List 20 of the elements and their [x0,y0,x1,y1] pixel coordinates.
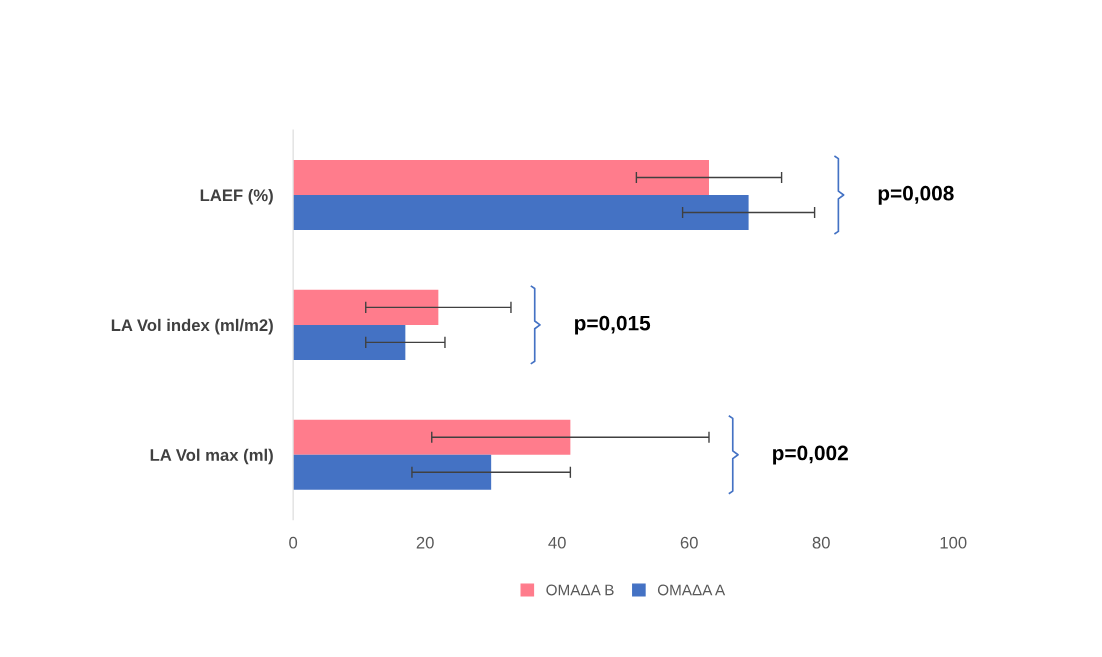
bar [293,195,749,231]
annotation: p=0,015 [575,315,651,335]
bar [293,454,492,490]
x-tick-label: 40 [548,536,566,549]
legend-label: ΟΜΑΔΑ Β [546,584,614,596]
x-tick-label: 100 [940,536,967,549]
bar [293,159,709,196]
annotation: p=0,008 [878,185,954,205]
x-tick-label: 80 [812,536,830,549]
bar [293,289,439,325]
annotation: p=0,002 [773,445,848,465]
x-tick-label: 20 [416,536,434,549]
bar [293,419,571,455]
x-tick-label: 60 [680,536,698,549]
legend-label: ΟΜΑΔΑ Α [657,584,726,596]
bar [293,324,406,360]
x-tick-label: 0 [289,536,298,549]
y-tick-label: LAEF (%) [200,188,273,205]
y-tick-label: LA Vol index (ml/m2) [111,318,273,335]
y-tick-label: LA Vol max (ml) [150,448,273,465]
